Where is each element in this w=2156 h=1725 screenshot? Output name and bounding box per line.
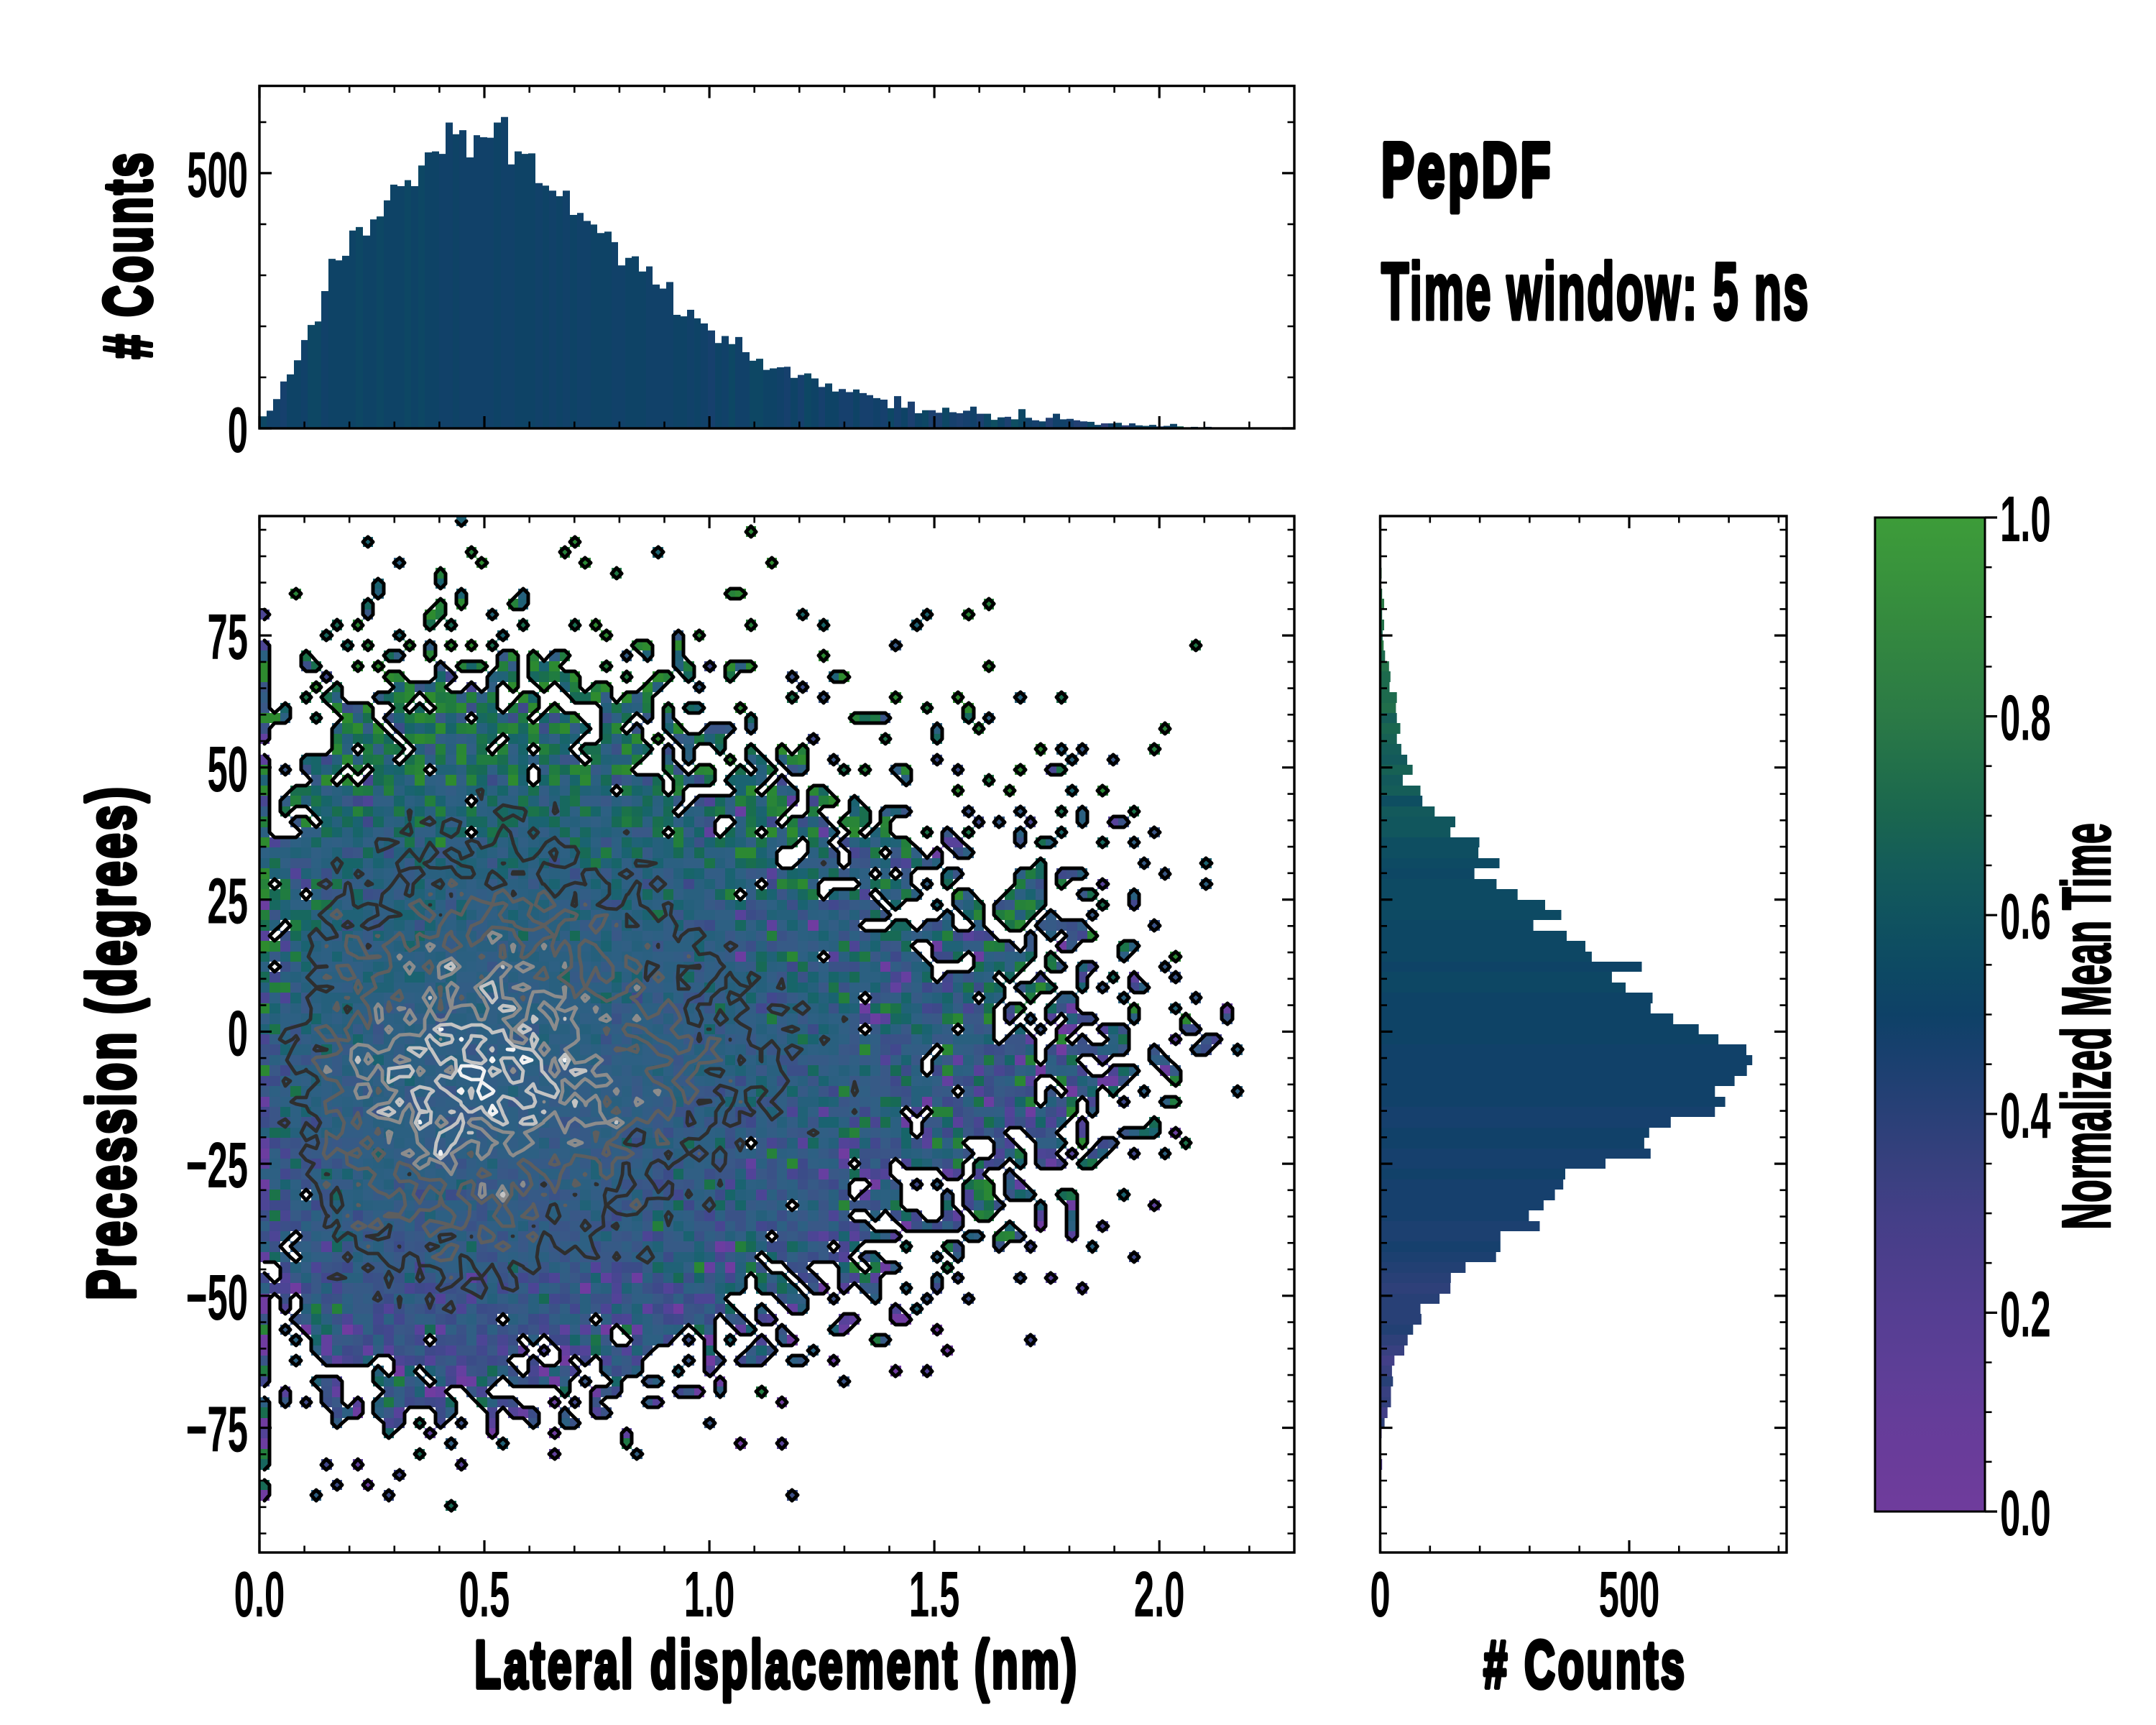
svg-text:−25: −25	[186, 1130, 248, 1202]
svg-text:0.8: 0.8	[2000, 683, 2051, 755]
svg-text:0.0: 0.0	[2000, 1478, 2051, 1550]
svg-text:25: 25	[207, 866, 248, 938]
svg-text:0.0: 0.0	[234, 1559, 285, 1631]
svg-text:PepDF: PepDF	[1381, 128, 1554, 213]
svg-text:0: 0	[228, 395, 248, 466]
svg-text:# Counts: # Counts	[1483, 1627, 1687, 1702]
svg-text:2.0: 2.0	[1134, 1559, 1185, 1631]
svg-text:# Counts: # Counts	[89, 150, 165, 359]
svg-text:500: 500	[187, 139, 248, 211]
svg-text:Lateral displacement (nm): Lateral displacement (nm)	[474, 1627, 1079, 1702]
svg-text:0.5: 0.5	[459, 1559, 510, 1631]
svg-text:−50: −50	[186, 1262, 248, 1334]
svg-text:0: 0	[228, 998, 248, 1070]
svg-text:1.0: 1.0	[684, 1559, 735, 1631]
svg-text:75: 75	[207, 602, 248, 673]
svg-text:Time window: 5 ns: Time window: 5 ns	[1381, 247, 1810, 337]
svg-text:1.5: 1.5	[909, 1559, 960, 1631]
svg-text:0.6: 0.6	[2000, 881, 2051, 953]
svg-text:Precession (degrees): Precession (degrees)	[73, 784, 149, 1300]
svg-text:50: 50	[207, 734, 248, 806]
svg-text:500: 500	[1599, 1559, 1660, 1631]
svg-text:0.4: 0.4	[2000, 1080, 2051, 1152]
svg-text:0.2: 0.2	[2000, 1279, 2051, 1351]
svg-text:0: 0	[1370, 1559, 1390, 1631]
svg-text:Normalized Mean Time: Normalized Mean Time	[2048, 823, 2125, 1230]
svg-text:−75: −75	[186, 1394, 248, 1466]
svg-text:1.0: 1.0	[2000, 484, 2051, 556]
